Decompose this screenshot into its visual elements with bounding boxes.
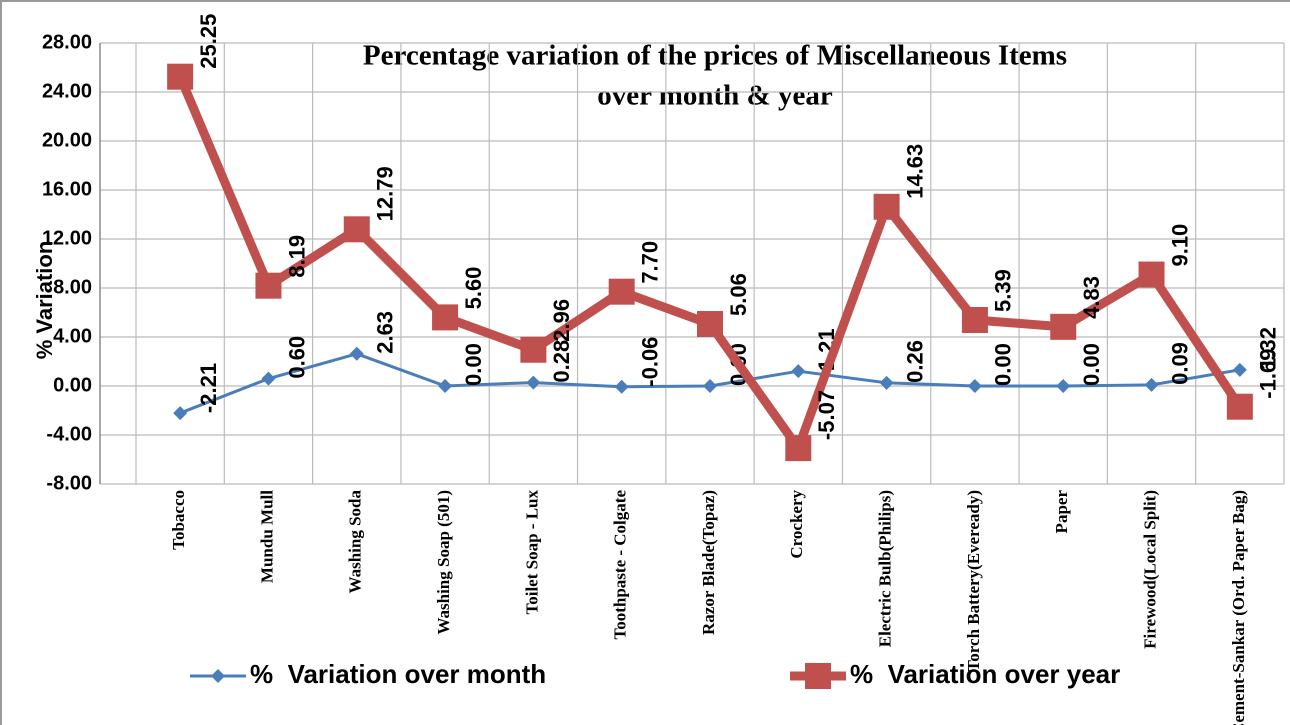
data-label: 0.60 xyxy=(284,336,309,379)
data-label: 0.26 xyxy=(902,340,927,383)
y-tick-label: 24.00 xyxy=(42,80,92,102)
data-label: 2.96 xyxy=(549,299,574,342)
marker xyxy=(614,379,629,394)
marker xyxy=(255,272,282,299)
marker xyxy=(432,304,459,331)
y-tick-label: 0.00 xyxy=(53,374,92,396)
y-tick-label: 4.00 xyxy=(53,325,92,347)
data-label: 9.10 xyxy=(1167,224,1192,267)
marker xyxy=(349,346,364,361)
marker xyxy=(343,216,370,243)
x-tick-label: Washing Soap (501) xyxy=(434,490,453,635)
data-label: 25.25 xyxy=(196,14,221,69)
marker xyxy=(173,406,188,421)
y-tick-label: 28.00 xyxy=(42,31,92,53)
data-label: 0.00 xyxy=(461,343,486,386)
data-label: 0.28 xyxy=(549,340,574,383)
data-label: 0.09 xyxy=(1167,342,1192,385)
marker xyxy=(791,364,806,379)
x-tick-label: Cement-Sankar (Ord. Paper Bag) xyxy=(1229,490,1248,725)
y-tick-label: 16.00 xyxy=(42,178,92,200)
x-tick-label: Toilet Soap - Lux xyxy=(522,490,541,615)
data-label: 1.32 xyxy=(1256,327,1281,370)
data-label: -1.69 xyxy=(1256,349,1281,399)
legend-label: % Variation over month xyxy=(250,659,546,689)
y-tick-label: -4.00 xyxy=(46,423,92,445)
data-label: 7.70 xyxy=(638,241,663,284)
data-label: 2.63 xyxy=(373,311,398,354)
marker xyxy=(967,379,982,393)
x-tick-label: Firewood(Local Split) xyxy=(1140,490,1159,649)
x-tick-label: Razor Blade(Topaz) xyxy=(699,490,718,635)
x-tick-label: Tobacco xyxy=(169,490,188,550)
marker xyxy=(1138,261,1165,288)
x-tick-label: Electric Bulb(Philips) xyxy=(876,490,895,647)
data-label: 8.19 xyxy=(284,235,309,278)
y-tick-label: 8.00 xyxy=(53,276,92,298)
y-axis-title: % Variation xyxy=(32,241,57,360)
marker xyxy=(1144,377,1159,392)
legend-marker xyxy=(805,663,831,689)
marker xyxy=(261,371,276,386)
data-label: 0.00 xyxy=(1079,343,1104,386)
x-tick-label: Paper xyxy=(1052,490,1071,534)
marker xyxy=(879,375,894,390)
marker xyxy=(703,379,717,393)
marker xyxy=(526,375,541,390)
marker xyxy=(520,336,547,363)
data-label: 4.83 xyxy=(1079,276,1104,319)
x-tick-label: Crockery xyxy=(787,490,806,559)
marker xyxy=(785,435,812,462)
data-label: 5.06 xyxy=(726,273,751,316)
y-tick-label: 20.00 xyxy=(42,129,92,151)
marker xyxy=(873,193,900,220)
x-tick-label: Mundu Mull xyxy=(257,490,276,583)
marker xyxy=(438,379,453,393)
data-label: 5.60 xyxy=(461,267,486,310)
data-label: 14.63 xyxy=(902,144,927,199)
marker xyxy=(1226,393,1253,420)
data-label: -5.07 xyxy=(814,390,839,440)
marker xyxy=(1232,362,1247,377)
data-label: 5.39 xyxy=(991,269,1016,312)
chart-title: Percentage variation of the prices of Mi… xyxy=(363,40,1067,72)
marker xyxy=(961,306,988,333)
y-tick-label: 12.00 xyxy=(42,227,92,249)
data-label: -2.21 xyxy=(196,363,221,413)
data-label: 0.00 xyxy=(991,343,1016,386)
legend-marker xyxy=(211,669,225,683)
data-label: -0.06 xyxy=(638,337,663,387)
marker xyxy=(1050,313,1077,340)
marker xyxy=(167,63,194,90)
y-tick-label: -8.00 xyxy=(46,472,92,494)
marker xyxy=(1056,379,1071,393)
marker xyxy=(697,311,723,338)
x-tick-label: Washing Soda xyxy=(346,490,365,594)
x-tick-label: Toothpaste - Colgate xyxy=(611,490,630,640)
data-label: 12.79 xyxy=(373,166,398,221)
x-tick-label: Torch Battery(Eveready) xyxy=(964,490,983,671)
marker xyxy=(608,278,635,305)
chart-subtitle: over month & year xyxy=(597,80,833,112)
legend-label: % Variation over year xyxy=(850,659,1120,689)
